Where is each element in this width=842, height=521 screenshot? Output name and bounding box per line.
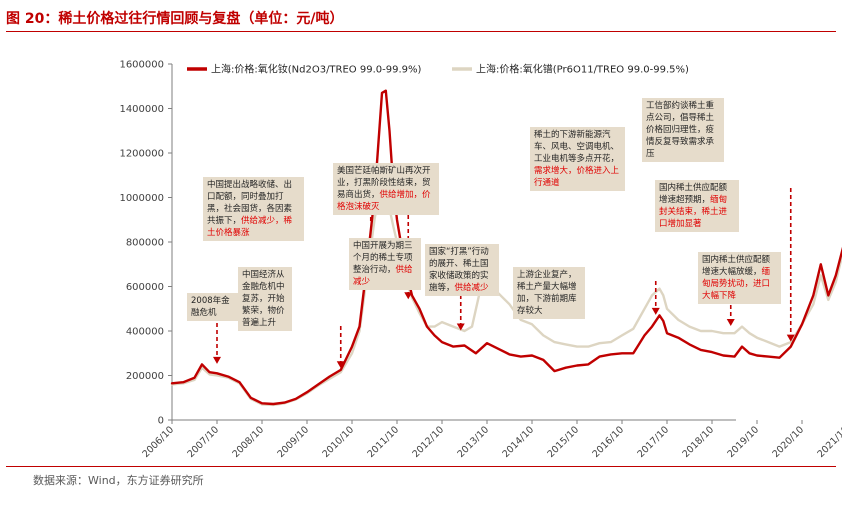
annotation-box: 美国芒廷帕斯矿山再次开业，打黑阶段性结束，贸易商出货，供给增加，价格泡沫破灭 (333, 163, 439, 215)
annotation-text: 2008年金融危机 (191, 296, 230, 318)
x-tick-label: 2017/10 (635, 424, 671, 460)
legend-label: 上海:价格:氧化钕(Nd2O3/TREO 99.0-99.9%) (211, 63, 421, 76)
annotation-text: 稀土的下游新能源汽车、风电、空调电机、工业电机等多点开花， (534, 130, 620, 164)
series-nd-line (170, 89, 842, 406)
y-tick-label: 600000 (126, 282, 164, 293)
annotation-arrowhead (456, 323, 465, 331)
x-tick-label: 2014/10 (500, 424, 536, 460)
x-tick-label: 2021/10 (815, 424, 842, 460)
annotation-highlight: 需求增大，价格进入上行通道 (534, 166, 620, 188)
x-tick-label: 2009/10 (275, 424, 311, 460)
annotation-highlight: 供给增加，价格泡沫破灭 (337, 190, 431, 212)
annotation-box: 工信部约谈稀土重点公司，倡导稀土价格回归理性，疫情反复导致需求承压 (642, 98, 724, 162)
annotation-arrowhead (651, 307, 660, 315)
x-tick-label: 2011/10 (365, 424, 401, 460)
y-tick-label: 1400000 (119, 104, 164, 115)
x-tick-label: 2012/10 (410, 424, 446, 460)
y-tick-label: 0 (158, 416, 164, 427)
annotation-text: 中国经济从金融危机中复苏，开始繁荣，物价普遍上升 (242, 270, 285, 328)
x-tick-label: 2008/10 (230, 424, 266, 460)
y-tick-label: 400000 (126, 327, 164, 338)
chart-title: 图 20：稀土价格过往行情回顾与复盘（单位：元/吨） (6, 11, 344, 27)
x-tick-label: 2020/10 (770, 424, 806, 460)
annotation-box: 稀土的下游新能源汽车、风电、空调电机、工业电机等多点开花，需求增大，价格进入上行… (530, 127, 625, 191)
annotation-box: 上游企业复产，稀土产量大幅增加，下游前期库存较大 (513, 267, 585, 319)
annotation-text: 工信部约谈稀土重点公司，倡导稀土价格回归理性，疫情反复导致需求承压 (646, 101, 715, 159)
x-tick-label: 2015/10 (545, 424, 581, 460)
annotation-text: 中国开展为期三个月的稀土专项整治行动， (353, 241, 413, 275)
title-rule (6, 31, 836, 32)
annotation-text: 国家“打黑”行动的展开、稀土国家收储政策的实施等， (429, 247, 489, 293)
price-chart: 0 200000 400000 600000 800000 1000000 1200000 1… (119, 60, 842, 460)
annotation-box: 国内稀土供应配额增速超预期，缅甸封关结束，稀土进口增加显著 (655, 180, 739, 232)
x-tick-label: 2010/10 (320, 424, 356, 460)
x-tick-label: 2018/10 (680, 424, 716, 460)
annotation-highlight: 供给减少 (454, 283, 489, 293)
annotation-box: 中国提出战略收储、出口配额，同时叠加打黑，社会囤货，各因素共振下，供给减少，稀土… (203, 177, 304, 241)
annotation-arrowhead (336, 361, 345, 369)
source-note: 数据来源：Wind，东方证券研究所 (33, 474, 204, 487)
x-tick-label: 2006/10 (140, 424, 176, 460)
annotation-box: 中国经济从金融危机中复苏，开始繁荣，物价普遍上升 (238, 267, 292, 331)
annotation-highlight: 缅甸局势扰动，进口大幅下降 (702, 267, 771, 301)
annotation-text: 国内稀土供应配额增速大幅放缓， (702, 255, 771, 277)
annotation-text: 美国芒廷帕斯矿山再次开业，打黑阶段性结束，贸易商出货， (337, 166, 431, 200)
y-tick-label: 1600000 (119, 60, 164, 71)
source-rule (6, 466, 836, 467)
annotation-arrowhead (213, 356, 221, 364)
legend-label: 上海:价格:氧化镨(Pr6O11/TREO 99.0-99.5%) (476, 63, 689, 76)
annotation-text: 国内稀土供应配额增速超预期， (659, 183, 728, 205)
annotation-text: 中国提出战略收储、出口配额，同时叠加打黑，社会囤货，各因素共振下， (207, 180, 293, 226)
annotation-box: 国家“打黑”行动的展开、稀土国家收储政策的实施等，供给减少 (425, 244, 499, 296)
annotation-highlight: 供给减少 (353, 265, 413, 287)
x-tick-label: 2019/10 (725, 424, 761, 460)
y-tick-label: 200000 (126, 371, 164, 382)
annotation-box: 2008年金融危机 (187, 293, 239, 321)
annotation-box: 国内稀土供应配额增速大幅放缓，缅甸局势扰动，进口大幅下降 (698, 252, 781, 304)
annotation-text: 上游企业复产，稀土产量大幅增加，下游前期库存较大 (517, 270, 577, 316)
x-tick-label: 2016/10 (590, 424, 626, 460)
annotation-arrowhead (404, 292, 413, 300)
x-tick-label: 2013/10 (455, 424, 491, 460)
annotation-highlight: 缅甸封关结束，稀土进口增加显著 (659, 195, 728, 229)
series-pr-line (170, 174, 842, 407)
y-tick-label: 1000000 (119, 193, 164, 204)
x-tick-label: 2007/10 (185, 424, 221, 460)
annotation-highlight: 供给减少，稀土价格暴涨 (207, 216, 293, 238)
annotation-arrowhead (726, 319, 735, 326)
y-tick-label: 1200000 (119, 149, 164, 160)
annotation-arrowhead (786, 334, 795, 342)
y-tick-label: 800000 (126, 238, 164, 249)
annotation-box: 中国开展为期三个月的稀土专项整治行动，供给减少 (349, 238, 421, 290)
